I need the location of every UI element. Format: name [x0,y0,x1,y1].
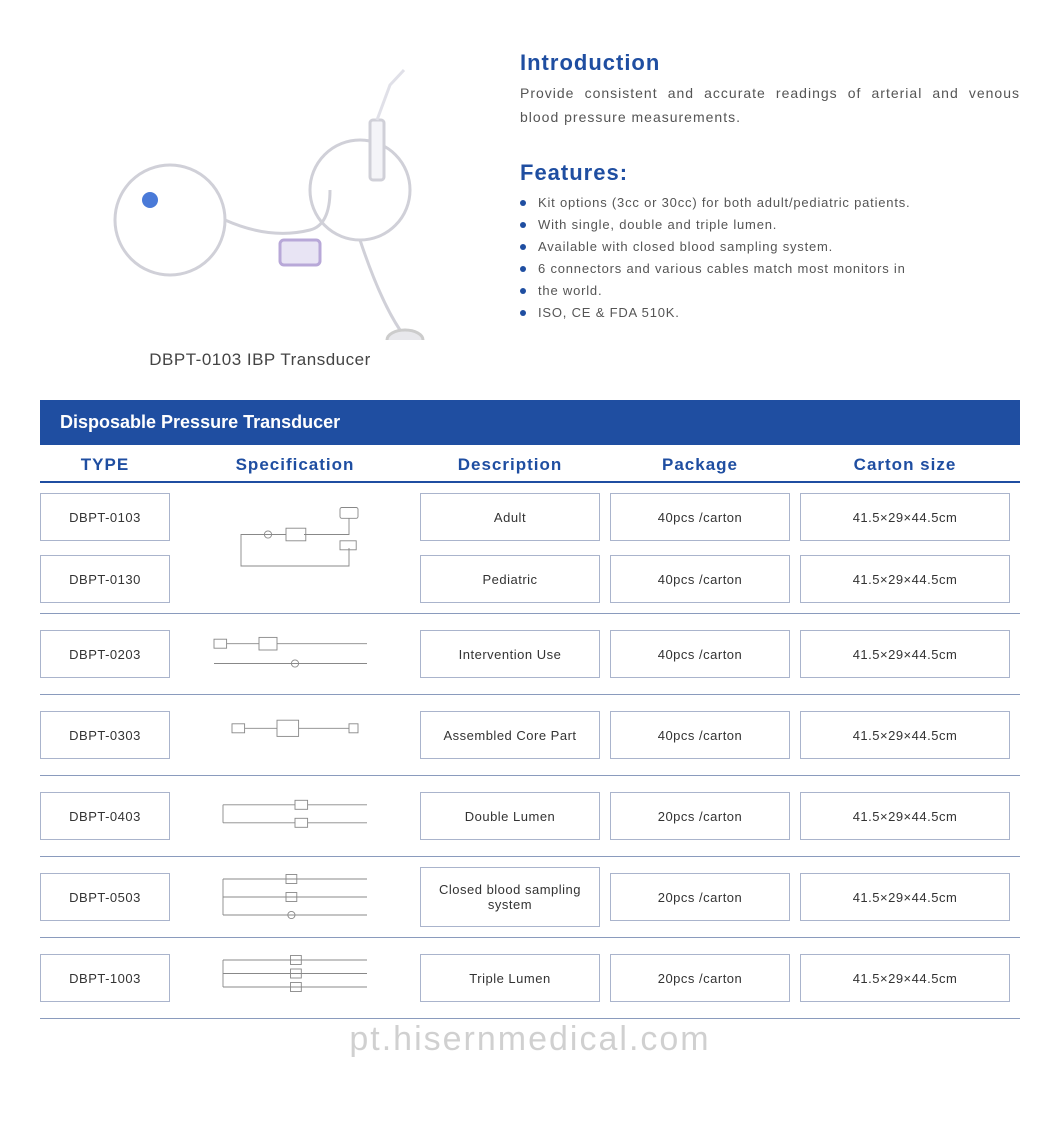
table-row: DBPT-0503 Closed blood sampling system 2… [40,857,1020,938]
feature-item: Available with closed blood sampling sys… [520,236,1020,258]
introduction-text: Provide consistent and accurate readings… [520,82,1020,130]
table-row-group: DBPT-0103 DBPT-0130 Adult Pediatric 40pc… [40,483,1020,614]
package-cell: 20pcs /carton [610,792,790,840]
table-row: DBPT-0403 Double Lumen 20pcs /carton 41.… [40,776,1020,857]
spec-diagram-cell [180,948,410,1008]
type-cell: DBPT-0203 [40,630,170,678]
description-cell: Intervention Use [420,630,600,678]
top-section: DBPT-0103 IBP Transducer Introduction Pr… [0,0,1060,400]
table-row: DBPT-1003 Triple Lumen 20pcs /carton 41.… [40,938,1020,1019]
description-cell: Double Lumen [420,792,600,840]
carton-cell: 41.5×29×44.5cm [800,493,1010,541]
type-cell: DBPT-0130 [40,555,170,603]
features-heading: Features: [520,160,1020,186]
introduction-heading: Introduction [520,50,1020,76]
col-package: Package [610,455,790,475]
type-cell: DBPT-0503 [40,873,170,921]
package-cell: 20pcs /carton [610,954,790,1002]
spec-diagram-cell [180,786,410,846]
carton-cell: 41.5×29×44.5cm [800,792,1010,840]
carton-cell: 41.5×29×44.5cm [800,555,1010,603]
features-list: Kit options (3cc or 30cc) for both adult… [520,192,1020,325]
feature-item: Kit options (3cc or 30cc) for both adult… [520,192,1020,214]
type-cell: DBPT-1003 [40,954,170,1002]
product-image-column: DBPT-0103 IBP Transducer [40,40,480,370]
carton-cell: 41.5×29×44.5cm [800,954,1010,1002]
carton-cell: 41.5×29×44.5cm [800,630,1010,678]
package-cell: 40pcs /carton [610,493,790,541]
col-carton-size: Carton size [800,455,1010,475]
spec-table-section: Disposable Pressure Transducer TYPE Spec… [0,400,1060,1079]
col-type: TYPE [40,455,170,475]
spec-diagram-icon [205,951,385,1005]
package-cell: 40pcs /carton [610,630,790,678]
description-cell: Pediatric [420,555,600,603]
description-cell: Assembled Core Part [420,711,600,759]
product-photo [70,40,450,340]
spec-diagram-cell [180,705,410,765]
feature-item: ISO, CE & FDA 510K. [520,302,1020,324]
package-cell: 40pcs /carton [610,711,790,759]
spec-diagram-cell [180,493,410,603]
description-cell: Closed blood sampling system [420,867,600,927]
spec-diagram-icon [205,794,385,839]
type-cell: DBPT-0103 [40,493,170,541]
transducer-line-art-icon [70,40,450,340]
description-cell: Adult [420,493,600,541]
spec-diagram-icon [205,503,385,593]
package-cell: 20pcs /carton [610,873,790,921]
spec-diagram-icon [205,632,385,677]
feature-item: 6 connectors and various cables match mo… [520,258,1020,280]
carton-cell: 41.5×29×44.5cm [800,711,1010,759]
table-row: DBPT-0203 Intervention Use 40pcs /carton… [40,614,1020,695]
type-cell: DBPT-0403 [40,792,170,840]
col-specification: Specification [180,455,410,475]
package-cell: 40pcs /carton [610,555,790,603]
spec-diagram-cell [180,624,410,684]
table-title: Disposable Pressure Transducer [40,400,1020,445]
spec-diagram-cell [180,867,410,927]
spec-diagram-icon [205,713,385,758]
info-column: Introduction Provide consistent and accu… [520,40,1020,370]
description-cell: Triple Lumen [420,954,600,1002]
carton-cell: 41.5×29×44.5cm [800,873,1010,921]
table-header-row: TYPE Specification Description Package C… [40,445,1020,483]
product-caption: DBPT-0103 IBP Transducer [149,350,370,370]
col-description: Description [420,455,600,475]
feature-item: With single, double and triple lumen. [520,214,1020,236]
spec-diagram-icon [205,870,385,924]
type-cell: DBPT-0303 [40,711,170,759]
feature-item: the world. [520,280,1020,302]
table-row: DBPT-0303 Assembled Core Part 40pcs /car… [40,695,1020,776]
